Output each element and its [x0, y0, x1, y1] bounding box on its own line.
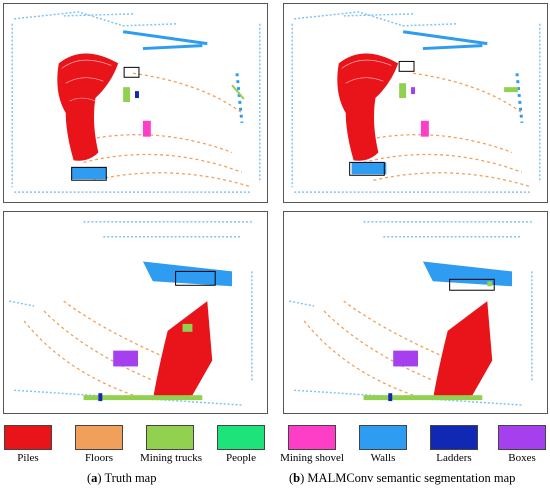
legend-swatch-mining-trucks — [146, 425, 194, 450]
caption-left-text: Truth map — [104, 471, 157, 485]
caption-left: (a) Truth map — [87, 471, 157, 485]
legend-label-floors: Floors — [84, 452, 114, 464]
legend-swatch-people — [217, 425, 265, 450]
point-cloud-render — [291, 11, 541, 193]
legend-label-ladders: Ladders — [436, 452, 472, 464]
legend-swatch-ladders — [430, 425, 478, 450]
caption-left-letter: a — [91, 471, 98, 485]
legend-label-mining-shovel: Mining shovel — [280, 452, 344, 464]
legend-label-piles: Piles — [17, 452, 39, 464]
legend-swatch-floors — [75, 425, 123, 450]
truth-map-scene-2 — [3, 211, 268, 414]
legend-swatch-piles — [4, 425, 52, 450]
legend-label-people: People — [226, 452, 256, 464]
legend-swatch-walls — [359, 425, 407, 450]
point-cloud-render — [9, 221, 253, 406]
predicted-map-scene-1 — [283, 3, 548, 203]
legend-label-walls: Walls — [370, 452, 396, 464]
point-cloud-render — [289, 221, 533, 406]
caption-right-letter: b — [293, 471, 301, 485]
caption-right: (b) MALMConv semantic segmentation map — [289, 471, 516, 485]
predicted-map-scene-2 — [283, 211, 548, 414]
legend-swatch-boxes — [498, 425, 546, 450]
caption-right-text: MALMConv semantic segmentation map — [307, 471, 516, 485]
point-cloud-render — [11, 11, 261, 193]
truth-map-scene-1 — [3, 3, 268, 203]
legend-swatch-mining-shovel — [288, 425, 336, 450]
legend-label-mining-trucks: Mining trucks — [140, 452, 203, 464]
legend-label-boxes: Boxes — [508, 452, 536, 464]
